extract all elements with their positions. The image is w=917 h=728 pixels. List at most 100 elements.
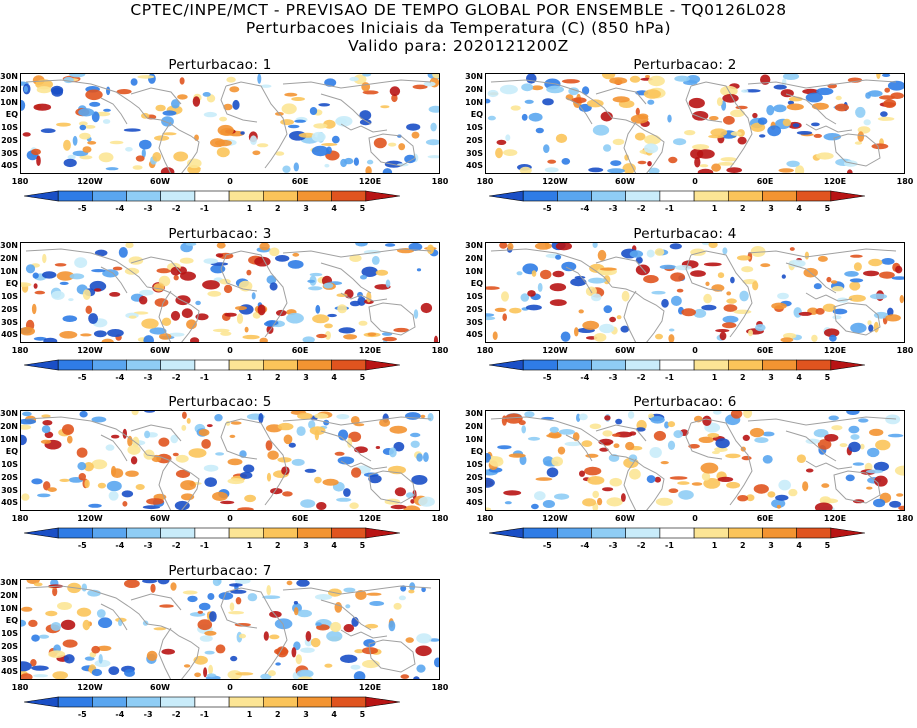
heat-cell [189, 612, 206, 617]
heat-cell [509, 307, 522, 314]
heat-cell [701, 472, 711, 481]
heat-cell [703, 478, 721, 489]
colorbar-tick-label: -1 [665, 373, 674, 382]
heat-cell [754, 437, 769, 443]
heat-cell [36, 155, 41, 166]
heat-cell [269, 634, 280, 640]
heat-cell [343, 624, 355, 633]
heat-cell [726, 298, 737, 304]
colorbar-swatch [522, 359, 558, 371]
colorbar-tick-label: 3 [303, 204, 309, 213]
colorbar-tick-label: -1 [200, 373, 209, 382]
heat-cell [793, 307, 802, 318]
colorbar-tick-label: -3 [608, 373, 618, 382]
heat-cell [139, 139, 152, 150]
colorbar-swatch [625, 190, 661, 202]
heat-cell [755, 324, 766, 332]
heat-cell [384, 243, 396, 247]
heat-cell [351, 467, 362, 478]
heat-cell [179, 257, 194, 264]
heat-cell [403, 505, 421, 510]
colorbar-swatch [693, 190, 729, 202]
heat-cell [25, 264, 36, 274]
colorbar-tick-label: 5 [359, 373, 366, 382]
perturbation-panel: Perturbacao: 4 30N 20N 10N EQ 10S 20S 30S 40S 180… [465, 226, 913, 391]
heat-cell [730, 109, 745, 118]
heat-cell [203, 667, 208, 678]
heat-cell [210, 264, 226, 274]
heat-cell [361, 82, 371, 92]
heat-cell [304, 468, 317, 473]
colorbar-tick-label: -3 [143, 204, 153, 213]
coastline [785, 430, 837, 462]
x-tick-label: 60W [615, 514, 635, 523]
heat-cell [688, 97, 705, 109]
heat-cell [219, 116, 228, 122]
colorbar-swatch [796, 190, 832, 202]
heat-cell [180, 480, 197, 491]
heat-cell [832, 315, 842, 320]
heat-cell [582, 86, 590, 95]
heat-cell [292, 252, 300, 257]
colorbar-swatch [194, 190, 230, 202]
heat-cell [487, 89, 499, 98]
heat-cell [326, 630, 343, 642]
heat-cell [89, 101, 101, 107]
heat-cell [300, 647, 315, 653]
colorbar-swatch [57, 359, 93, 371]
heat-cell [881, 258, 895, 265]
heat-cell [497, 445, 512, 450]
heat-cell [629, 468, 641, 480]
coastline [220, 254, 258, 292]
colorbar-tick-label: 1 [711, 373, 718, 382]
heat-cell [364, 623, 379, 629]
x-tick-label: 60W [615, 346, 635, 355]
x-tick-label: 180 [476, 346, 494, 355]
heat-cell [555, 254, 562, 260]
x-tick-label: 60E [291, 683, 309, 692]
heat-cell [585, 453, 599, 458]
heat-cell [297, 609, 312, 618]
heat-cell [323, 282, 334, 289]
heat-cell [715, 329, 730, 333]
y-tick-label: 20S [466, 473, 483, 482]
heat-cell [293, 601, 298, 605]
heat-cell [259, 243, 270, 251]
colorbar [489, 527, 865, 539]
heat-cell [296, 669, 314, 678]
heat-cell [673, 138, 687, 146]
heat-cell [534, 491, 546, 501]
heat-cell [59, 281, 69, 285]
heat-cell [643, 275, 659, 284]
heat-cell [609, 477, 623, 487]
heat-cell [873, 498, 886, 508]
heat-cell [406, 492, 414, 499]
colorbar-swatch [92, 359, 127, 371]
heat-cell [197, 610, 203, 614]
heat-cell [612, 433, 621, 437]
heat-cell [592, 243, 598, 248]
heat-cell [265, 320, 279, 326]
heat-cell [85, 305, 93, 314]
colorbar-tick-label: -3 [143, 541, 153, 550]
coastline [368, 470, 416, 504]
heat-cell [540, 269, 552, 280]
temperature-map [20, 73, 440, 174]
heat-cell [91, 111, 100, 123]
colorbar-tick-label: 2 [275, 373, 281, 382]
heat-cell [274, 648, 289, 655]
heat-cell [229, 602, 235, 611]
heat-cell [181, 424, 187, 431]
heat-cell [152, 152, 162, 162]
heat-cell [635, 427, 646, 432]
heat-cell [846, 411, 860, 415]
heat-cell [244, 494, 256, 503]
coastline [25, 248, 148, 288]
panel-title: Perturbacao: 5 [168, 394, 272, 410]
heat-cell [84, 656, 95, 661]
heat-cell [220, 331, 232, 336]
heat-cell [375, 446, 381, 449]
coastline [320, 262, 372, 294]
heat-cell [365, 166, 372, 173]
heat-cell [891, 276, 904, 280]
